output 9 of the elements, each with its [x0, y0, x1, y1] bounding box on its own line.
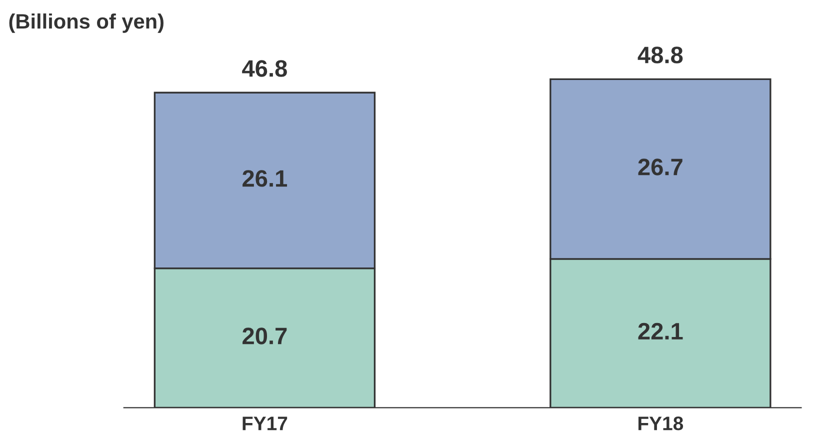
chart-title: (Billions of yen)	[9, 13, 164, 33]
data-label: 22.1	[638, 322, 683, 340]
data-label: 26.1	[242, 170, 288, 187]
total-label: 46.8	[242, 60, 287, 77]
total-label: 48.8	[638, 46, 683, 64]
data-label: 26.7	[638, 158, 682, 176]
x-tick-label: FY17	[242, 416, 288, 430]
x-tick-label: FY18	[638, 416, 684, 430]
data-label: 20.7	[242, 328, 287, 344]
